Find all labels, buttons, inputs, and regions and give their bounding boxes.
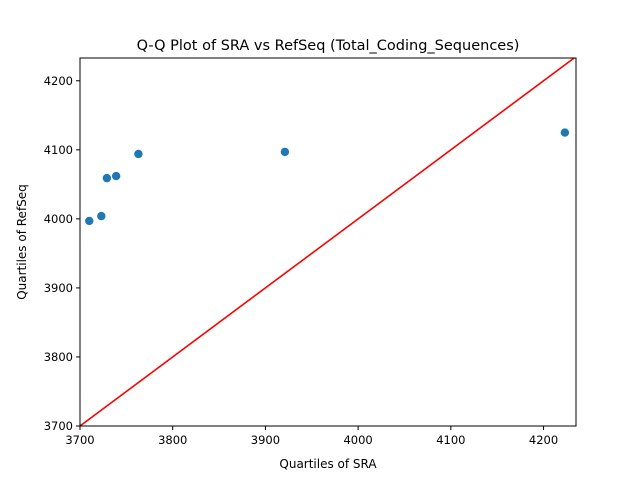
data-point xyxy=(134,149,143,159)
y-tick-label: 4200 xyxy=(44,74,73,88)
y-tick-label: 3800 xyxy=(44,350,73,364)
data-point xyxy=(111,171,121,181)
x-tick-label: 3800 xyxy=(158,433,187,447)
y-tick-label: 4100 xyxy=(44,143,73,157)
data-point xyxy=(280,147,290,157)
y-tick-label: 4000 xyxy=(44,212,73,226)
x-axis-label: Quartiles of SRA xyxy=(279,457,377,471)
data-point xyxy=(102,173,112,183)
axes: 3700 3800 3900 4000 4100 4200 3700 3800 3900 4000… xyxy=(44,57,577,447)
x-tick-label: 4200 xyxy=(529,433,558,447)
plot-frame xyxy=(79,57,577,427)
y-tick-label: 3900 xyxy=(44,281,73,295)
data-point xyxy=(560,128,570,137)
x-tick-label: 4100 xyxy=(436,433,465,447)
x-tick-label: 3700 xyxy=(65,433,94,447)
data-point xyxy=(85,216,94,226)
plot-area xyxy=(80,58,576,426)
y-tick-label: 3700 xyxy=(44,419,73,433)
chart-title: Q-Q Plot of SRA vs RefSeq (Total_Coding_… xyxy=(137,38,520,54)
y-axis-label: Quartiles of RefSeq xyxy=(15,184,29,300)
x-tick-label: 4000 xyxy=(343,433,372,447)
x-tick-label: 3900 xyxy=(251,433,280,447)
data-point xyxy=(97,211,106,221)
reference-line xyxy=(80,58,576,426)
